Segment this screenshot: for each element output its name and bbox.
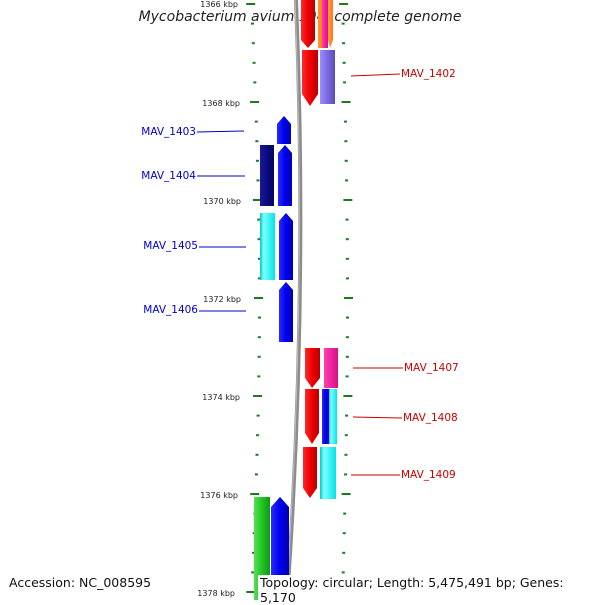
- ruler-label: 1374 kbp: [202, 393, 240, 402]
- ruler-right: [339, 3, 353, 593]
- gene-block-cyan: [260, 213, 275, 280]
- gene-label-mav-1409[interactable]: MAV_1409: [401, 469, 456, 481]
- label-leader: [352, 416, 403, 419]
- gene-block-orange: [318, 0, 322, 48]
- accession-label: Accession: NC_008595: [7, 575, 154, 590]
- gene-arrow-blue: [278, 145, 292, 206]
- gene-label-mav-1407[interactable]: MAV_1407: [404, 362, 459, 374]
- topology-label: Topology: circular; Length: 5,475,491 bp…: [258, 575, 600, 605]
- gene-arrow-blue: [279, 213, 293, 280]
- ruler-label: 1368 kbp: [202, 99, 240, 108]
- ruler-label: 1370 kbp: [203, 197, 241, 206]
- gene-label-mav-1404[interactable]: MAV_1404: [141, 170, 196, 182]
- gene-block-green: [254, 497, 270, 600]
- gene-block-purple: [320, 50, 335, 104]
- gene-block-navy: [260, 145, 274, 206]
- gene-label-mav-1405[interactable]: MAV_1405: [143, 240, 198, 252]
- gene-block-cyan: [320, 447, 336, 499]
- gene-label-mav-1403[interactable]: MAV_1403: [141, 126, 196, 138]
- ruler-label: 1378 kbp: [197, 589, 235, 598]
- gene-arrow-red: [301, 0, 315, 48]
- gene-arrow-blue: [277, 116, 291, 144]
- gene-arrow-red: [302, 50, 318, 106]
- genome-backbone: [285, 0, 303, 600]
- label-leader: [196, 130, 245, 133]
- gene-arrow-blue: [271, 497, 289, 600]
- ruler-label: 1372 kbp: [203, 295, 241, 304]
- gene-arrow-blue: [279, 282, 293, 342]
- ruler-label: 1376 kbp: [200, 491, 238, 500]
- gene-block-pink: [324, 348, 338, 388]
- map-title: Mycobacterium avium 104, complete genome: [138, 9, 462, 25]
- ruler-label: 1366 kbp: [200, 0, 238, 9]
- gene-label-mav-1402[interactable]: MAV_1402: [401, 68, 456, 80]
- gene-arrow-red: [305, 389, 319, 444]
- genome-backbone-highlight: [285, 0, 300, 600]
- gene-block-cyan: [329, 389, 337, 444]
- gene-label-mav-1408[interactable]: MAV_1408: [403, 412, 458, 424]
- gene-block-pink: [322, 0, 328, 48]
- gene-block-blue: [322, 389, 329, 444]
- gene-arrow-orange: [328, 0, 333, 48]
- gene-arrow-red: [305, 348, 320, 388]
- label-leader: [350, 73, 401, 77]
- gene-label-mav-1406[interactable]: MAV_1406: [143, 304, 198, 316]
- gene-arrow-red: [303, 447, 317, 498]
